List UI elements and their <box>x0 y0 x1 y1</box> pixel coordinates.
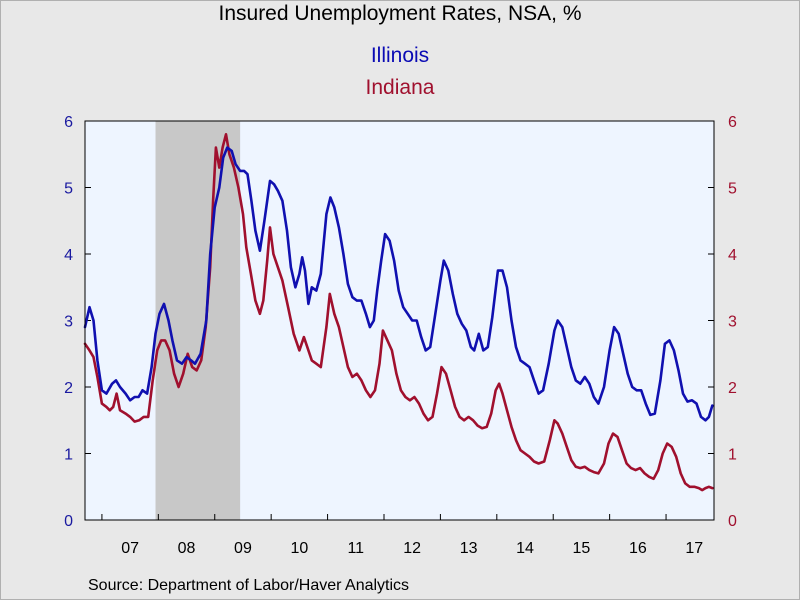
y-left-tick-label: 1 <box>64 447 73 464</box>
chart-title: Insured Unemployment Rates, NSA, % <box>218 2 582 25</box>
x-tick-label: 07 <box>121 540 139 557</box>
y-left-tick-label: 2 <box>64 380 73 397</box>
series-line-indiana <box>83 133 714 492</box>
y-right-tick-label: 0 <box>728 513 737 530</box>
x-tick-label: 08 <box>178 540 196 557</box>
legend-entry-indiana: Indiana <box>365 76 435 99</box>
source-note: Source: Department of Labor/Haver Analyt… <box>88 577 410 594</box>
y-right-tick-label: 5 <box>728 181 737 198</box>
x-tick-label: 13 <box>460 540 478 557</box>
x-tick-label: 09 <box>234 540 252 557</box>
y-right-tick-label: 2 <box>728 380 737 397</box>
x-tick-label: 10 <box>290 540 308 557</box>
legend-entry-illinois: Illinois <box>370 44 430 67</box>
x-tick-label: 14 <box>516 540 534 557</box>
x-tick-label: 11 <box>347 540 364 557</box>
y-right-tick-label: 3 <box>728 314 737 331</box>
y-left-tick-label: 3 <box>64 314 73 331</box>
y-right-tick-label: 6 <box>728 114 737 131</box>
y-right-tick-label: 1 <box>728 447 737 464</box>
series-line-illinois <box>83 146 714 422</box>
y-left-tick-label: 4 <box>64 247 73 264</box>
y-left-tick-label: 5 <box>64 181 73 198</box>
x-tick-label: 15 <box>573 540 591 557</box>
y-left-tick-label: 0 <box>64 513 73 530</box>
y-left-tick-label: 6 <box>64 114 73 131</box>
y-right-tick-label: 4 <box>728 247 737 264</box>
x-tick-label: 12 <box>403 540 421 557</box>
x-tick-label: 17 <box>685 540 703 557</box>
plot-border <box>84 120 715 521</box>
x-tick-label: 16 <box>629 540 647 557</box>
